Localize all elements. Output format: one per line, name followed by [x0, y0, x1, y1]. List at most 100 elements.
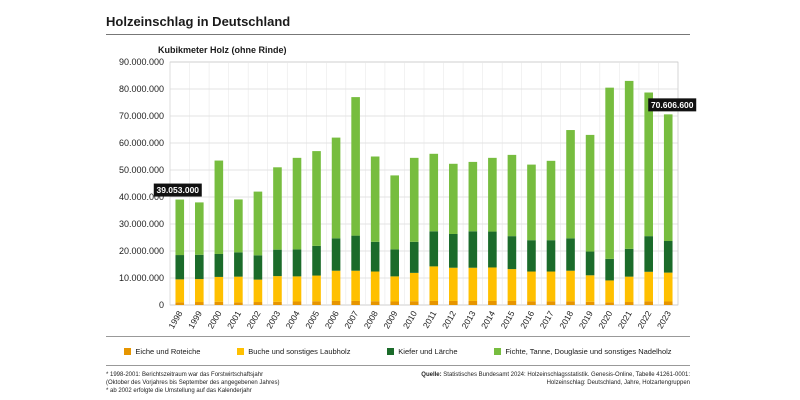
bar-segment-2009-s1 — [390, 276, 399, 302]
chart-title: Holzeinschlag in Deutschland — [106, 14, 291, 29]
bar-segment-2010-s2 — [409, 241, 419, 273]
bar-segment-1999-s0 — [195, 302, 204, 305]
y-tick-label: 80.000.000 — [119, 84, 164, 94]
bar-segment-2016-s3 — [527, 164, 536, 241]
bar-segment-2007-s3 — [351, 97, 360, 236]
bar-segment-2020-s0 — [605, 302, 614, 305]
bar-segment-2002-s1 — [253, 279, 263, 303]
bar-segment-2023-s2 — [663, 241, 673, 273]
bar-segment-2001-s2 — [234, 252, 243, 277]
bar-segment-2019-s0 — [585, 301, 595, 305]
source-line-1: Statistisches Bundesamt 2024: Holzeinsch… — [443, 372, 690, 378]
bar-segment-2016-s0 — [527, 301, 536, 305]
bar-segment-2002-s2 — [253, 255, 263, 280]
bar-segment-1998-s2 — [175, 255, 185, 280]
bar-segment-2012-s3 — [449, 163, 458, 234]
legend-label-kiefer: Kiefer und Lärche — [398, 347, 458, 356]
bar-segment-2022-s1 — [644, 271, 653, 302]
x-tick-label: 2011 — [421, 309, 439, 330]
y-tick-label: 70.000.000 — [119, 111, 164, 121]
bar-segment-2013-s3 — [468, 161, 478, 232]
bar-segment-1999-s1 — [195, 279, 204, 303]
bar-segment-2014-s1 — [488, 267, 497, 301]
x-tick-label: 2019 — [577, 309, 595, 331]
bar-segment-2007-s0 — [351, 300, 360, 305]
x-tick-label: 1999 — [186, 309, 204, 331]
bar-segment-2007-s2 — [351, 235, 360, 271]
x-tick-label: 2023 — [655, 309, 673, 331]
bar-segment-2010-s3 — [409, 157, 419, 242]
bar-segment-2021-s0 — [624, 302, 634, 305]
y-tick-label: 30.000.000 — [119, 219, 164, 229]
footnote-1b: (Oktober des Vorjahres bis September des… — [106, 380, 280, 386]
bar-segment-2000-s3 — [214, 160, 224, 254]
legend-swatch-buche — [237, 348, 245, 355]
bar-segment-2017-s0 — [546, 301, 556, 305]
footnote-1: * 1998-2001: Berichtszeitraum war das Fo… — [106, 372, 264, 378]
bar-segment-2021-s3 — [624, 80, 634, 249]
legend-swatch-eiche — [124, 348, 132, 355]
x-tick-label: 2004 — [284, 309, 302, 331]
bar-segment-2016-s1 — [527, 271, 536, 302]
bar-segment-2012-s1 — [449, 267, 458, 301]
x-tick-label: 2021 — [616, 309, 634, 331]
bar-segment-2014-s3 — [488, 157, 497, 232]
bar-segment-2017-s1 — [546, 271, 556, 302]
bar-segment-2023-s1 — [663, 272, 673, 302]
legend-label-fichte: Fichte, Tanne, Douglasie und sonstiges N… — [505, 347, 672, 356]
bar-segment-2022-s3 — [644, 92, 653, 237]
bar-segment-2015-s3 — [507, 154, 517, 237]
bar-segment-2005-s0 — [312, 301, 321, 305]
x-tick-label: 2001 — [225, 309, 243, 331]
legend-label-buche: Buche und sonstiges Laubholz — [248, 347, 351, 356]
legend-item-buche: Buche und sonstiges Laubholz — [237, 347, 350, 356]
bar-segment-2005-s3 — [312, 151, 321, 246]
bar-segment-2003-s2 — [273, 249, 282, 277]
chart: 0 10.000.000 20.000.000 30.000.000 40.000.00… — [119, 57, 697, 331]
bar-segment-1998-s3 — [175, 199, 185, 256]
footnotes: * 1998-2001: Berichtszeitraum war das Fo… — [106, 371, 279, 395]
bar-segment-2023-s0 — [663, 301, 673, 305]
bar-segment-2020-s2 — [605, 258, 614, 281]
bar-segment-2022-s0 — [644, 301, 653, 305]
annotation-box — [153, 183, 202, 197]
bar-segment-2001-s1 — [234, 276, 243, 303]
x-tick-label: 2006 — [323, 309, 341, 331]
x-tick-label: 2016 — [518, 309, 536, 331]
bar-segment-2004-s3 — [292, 157, 302, 250]
bar-segment-2011-s2 — [429, 231, 439, 267]
y-tick-label: 10.000.000 — [119, 273, 164, 283]
annotation-label: 39.053.000 — [156, 185, 199, 195]
bar-segment-2002-s0 — [253, 302, 263, 305]
bar-segment-2008-s0 — [370, 301, 380, 305]
bar-segment-2020-s1 — [605, 280, 614, 303]
bar-segment-2022-s2 — [644, 236, 653, 272]
bar-segment-1999-s3 — [195, 202, 204, 255]
x-tick-label: 2013 — [459, 309, 477, 331]
x-tick-label: 2005 — [303, 309, 321, 331]
y-tick-label: 20.000.000 — [119, 246, 164, 256]
y-tick-label: 40.000.000 — [119, 192, 164, 202]
bar-segment-2020-s3 — [605, 87, 614, 259]
x-tick-label: 2003 — [264, 309, 282, 331]
x-tick-label: 2015 — [499, 309, 517, 331]
bar-segment-2016-s2 — [527, 240, 536, 272]
bar-segment-2018-s2 — [566, 238, 575, 271]
bar-segment-2009-s0 — [390, 301, 399, 305]
bar-segment-2005-s2 — [312, 245, 321, 276]
bar-segment-2010-s0 — [409, 301, 419, 305]
bar-segment-2008-s3 — [370, 156, 380, 242]
bar-segment-2015-s2 — [507, 236, 517, 270]
legend-swatch-fichte — [494, 348, 502, 355]
legend-item-fichte: Fichte, Tanne, Douglasie und sonstiges N… — [494, 347, 672, 356]
bar-segment-2019-s2 — [585, 251, 595, 276]
bar-segment-1999-s2 — [195, 254, 204, 280]
bar-segment-2014-s0 — [488, 300, 497, 305]
bar-segment-2011-s3 — [429, 153, 439, 232]
bar-segment-2003-s1 — [273, 276, 282, 302]
bar-segment-2021-s2 — [624, 248, 634, 277]
x-tick-label: 2014 — [479, 309, 497, 331]
bar-segment-2004-s2 — [292, 249, 302, 277]
x-tick-label: 1998 — [166, 309, 184, 331]
x-tick-label: 2017 — [538, 309, 556, 331]
